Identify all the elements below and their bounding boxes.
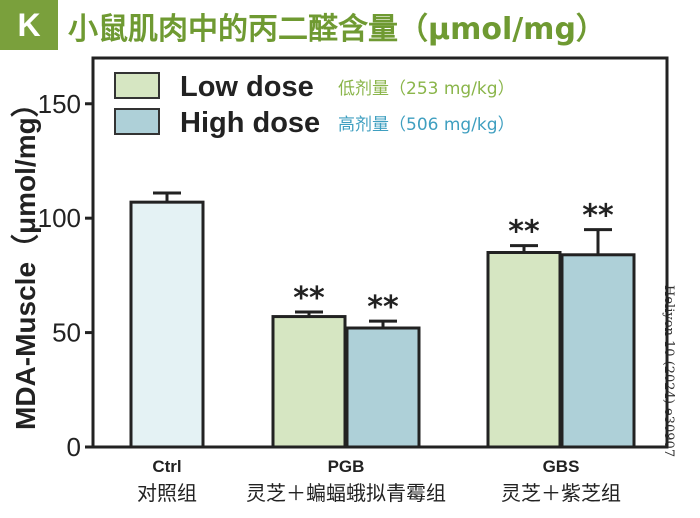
significance-marker: ** xyxy=(508,215,540,250)
legend-swatch-low xyxy=(114,72,160,99)
legend-label-high: High dose xyxy=(180,107,320,139)
chart-marks: ** ** ** ** xyxy=(129,191,636,449)
y-tick-label: 150 xyxy=(38,89,81,119)
y-tick-label: 0 xyxy=(67,432,81,462)
y-tick-label: 100 xyxy=(38,203,81,233)
bar-gbs-high xyxy=(560,253,636,449)
legend-note-high: 高剂量（506 mg/kg） xyxy=(338,115,515,135)
legend-note-low: 低剂量（253 mg/kg） xyxy=(338,79,515,99)
x-category-name: 对照组 xyxy=(137,481,197,505)
y-tick-label: 50 xyxy=(52,318,81,348)
x-category-name: 灵芝＋紫芝组 xyxy=(501,481,621,505)
significance-marker: ** xyxy=(293,281,325,316)
x-category-code: GBS xyxy=(543,457,580,476)
x-category-code: PGB xyxy=(328,457,365,476)
chart-title: 小鼠肌肉中的丙二醛含量（μmol/mg） xyxy=(68,12,606,47)
chart-legend: Low dose 低剂量（253 mg/kg） High dose 高剂量（50… xyxy=(114,71,515,139)
bar-ctrl xyxy=(129,200,205,449)
bar-gbs-low xyxy=(486,251,562,449)
significance-marker: ** xyxy=(582,199,614,234)
plot-axes: 0 50 100 150 Ctrl 对照组 PGB 灵芝＋蝙蝠蛾拟青霉组 GBS 灵芝＋紫芝组 xyxy=(38,56,669,505)
bar-pgb-low xyxy=(271,315,347,449)
legend-label-low: Low dose xyxy=(180,71,314,103)
bar-pgb-high xyxy=(345,326,421,449)
x-category-name: 灵芝＋蝙蝠蛾拟青霉组 xyxy=(246,481,446,505)
x-category-code: Ctrl xyxy=(152,457,181,476)
significance-marker: ** xyxy=(367,290,399,325)
panel-label: K xyxy=(0,0,58,50)
legend-swatch-high xyxy=(114,108,160,135)
